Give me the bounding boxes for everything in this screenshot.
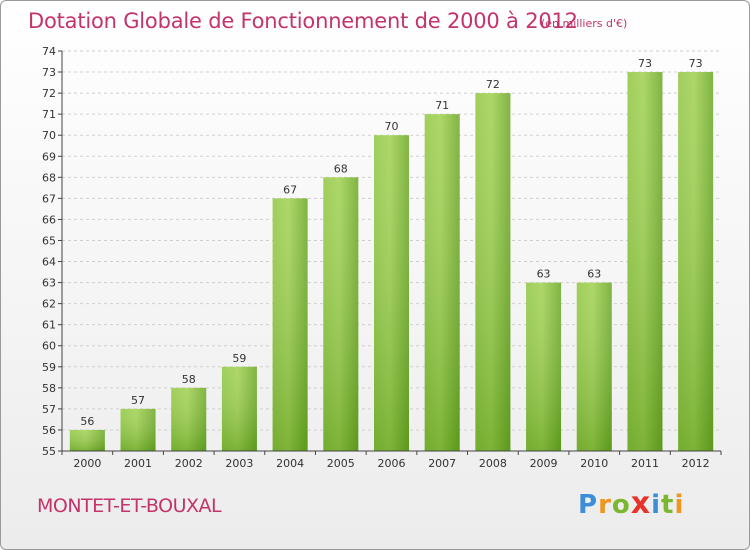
logo-letter: i: [651, 490, 662, 520]
x-tick-label: 2012: [682, 457, 710, 470]
bar-shade: [69, 429, 105, 451]
x-tick-label: 2010: [580, 457, 608, 470]
y-tick-label: 58: [42, 382, 56, 395]
x-tick-label: 2002: [175, 457, 203, 470]
data-label: 59: [232, 352, 246, 365]
y-tick-label: 67: [42, 192, 56, 205]
y-tick-label: 63: [42, 277, 56, 290]
chart-title: Dotation Globale de Fonctionnement de 20…: [28, 9, 578, 33]
logo-letter: t: [661, 490, 675, 520]
y-tick-label: 59: [42, 361, 56, 374]
x-tick-label: 2006: [378, 457, 406, 470]
bars: [69, 72, 714, 452]
bar-shade: [678, 72, 714, 451]
data-label: 72: [486, 78, 500, 91]
data-label: 70: [385, 120, 399, 133]
y-tick-label: 70: [42, 129, 56, 142]
x-tick-label: 2004: [276, 457, 304, 470]
bar-shade: [120, 408, 156, 451]
bar-shade: [576, 282, 612, 451]
y-tick-label: 72: [42, 87, 56, 100]
data-label: 67: [283, 183, 297, 196]
x-tick-label: 2005: [327, 457, 355, 470]
bar-shade: [374, 135, 409, 452]
data-label: 68: [334, 162, 348, 175]
data-label: 71: [435, 99, 449, 112]
data-label: 57: [131, 394, 145, 407]
y-tick-label: 71: [42, 108, 56, 121]
y-axis-ticks: 55 56 57 58 59 60 61 62 63 64 65 66 67 68 69 70 71 72 73 74: [42, 45, 62, 458]
data-label: 73: [689, 57, 703, 70]
x-tick-label: 2009: [530, 457, 558, 470]
data-label: 63: [587, 268, 601, 281]
y-tick-label: 69: [42, 150, 56, 163]
data-labels: 56 57 58 59 67 68 70 71 72 63 63 73 73: [80, 57, 702, 428]
y-tick-label: 61: [42, 319, 56, 332]
x-axis-ticks: 2000 2001 2002 2003 2004 2005 2006 2007 2008 2009…: [61, 451, 722, 470]
y-tick-label: 74: [42, 45, 56, 58]
data-label: 73: [638, 57, 652, 70]
bar-shade: [424, 114, 460, 451]
y-tick-label: 66: [42, 213, 56, 226]
y-tick-label: 60: [42, 340, 56, 353]
data-label: 56: [80, 415, 94, 428]
bar-shade: [171, 387, 207, 451]
x-tick-label: 2001: [124, 457, 152, 470]
bar-shade: [323, 177, 359, 451]
x-tick-label: 2011: [631, 457, 659, 470]
y-tick-label: 57: [42, 403, 56, 416]
x-tick-label: 2000: [73, 457, 101, 470]
data-label: 58: [182, 373, 196, 386]
y-tick-label: 64: [42, 256, 56, 269]
logo-letter: P: [578, 490, 599, 520]
chart-subtitle: (en milliers d'€): [541, 17, 628, 30]
y-tick-label: 68: [42, 171, 56, 184]
x-tick-label: 2008: [479, 457, 507, 470]
y-tick-label: 73: [42, 66, 56, 79]
x-tick-label: 2003: [225, 457, 253, 470]
logo-letter: x: [630, 486, 652, 521]
x-tick-label: 2007: [428, 457, 456, 470]
bar-shade: [526, 282, 562, 451]
bar-shade: [221, 366, 257, 451]
bar-shade: [475, 93, 511, 452]
y-tick-label: 55: [42, 445, 56, 458]
bar-shade: [627, 72, 663, 451]
proxiti-logo: Proxiti: [578, 486, 684, 521]
y-tick-label: 65: [42, 234, 56, 247]
commune-name: MONTET-ET-BOUXAL: [37, 495, 222, 517]
bar-shade: [272, 198, 308, 451]
logo-letter: r: [598, 490, 612, 520]
data-label: 63: [537, 268, 551, 281]
y-tick-label: 56: [42, 424, 56, 437]
y-tick-label: 62: [42, 298, 56, 311]
logo-letter: i: [674, 490, 685, 520]
logo-letter: o: [611, 490, 631, 520]
